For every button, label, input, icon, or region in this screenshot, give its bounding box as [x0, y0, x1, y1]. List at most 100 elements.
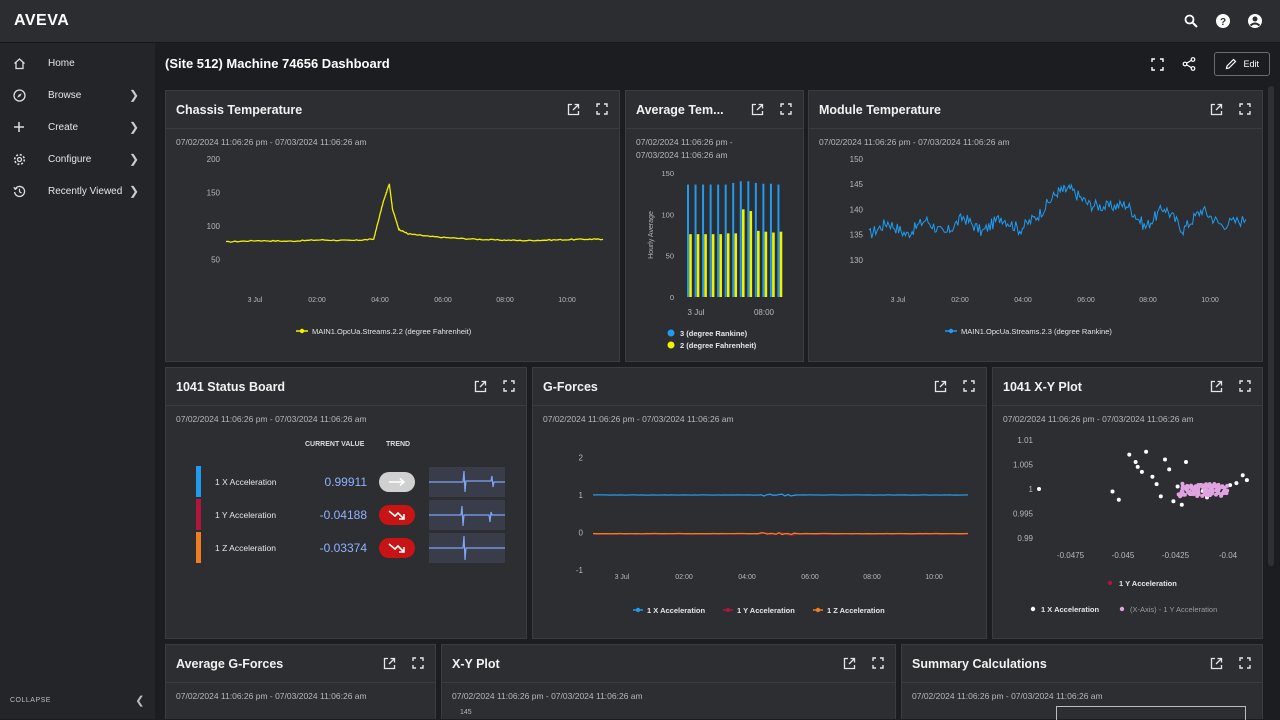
card-module-temperature: Module Temperature 07/02/2024 11:06:26 p… [808, 90, 1263, 362]
y-tick-label: 0 [670, 293, 674, 302]
card-status-board: 1041 Status Board 07/02/2024 11:06:26 pm… [165, 367, 527, 639]
expand-icon[interactable] [596, 103, 609, 116]
scatter-point [1221, 491, 1226, 496]
bar [704, 234, 707, 297]
card-title: 1041 Status Board [176, 379, 286, 394]
y-tick-label: 150 [850, 155, 864, 164]
scrollbar[interactable] [1268, 86, 1274, 566]
legend-marker [815, 607, 821, 613]
y-tick-label: 100 [207, 222, 221, 231]
card-1041-xy-plot: 1041 X-Y Plot 07/02/2024 11:06:26 pm - 0… [992, 367, 1263, 639]
y-tick-label: -1 [576, 566, 584, 575]
status-label: 1 Z Acceleration [215, 542, 276, 553]
account-icon[interactable] [1246, 12, 1264, 30]
summary-table-frame [1056, 706, 1246, 720]
scatter-point [1037, 487, 1041, 491]
legend-marker [667, 341, 675, 349]
x-tick-label: 06:00 [801, 574, 819, 581]
collapse-button[interactable]: COLLAPSE ❮ [10, 694, 145, 707]
date-range: 07/02/2024 11:06:26 pm - 07/03/2024 11:0… [176, 691, 367, 701]
sidebar-item-recently-viewed[interactable]: Recently Viewed ❯ [0, 175, 155, 207]
sidebar-item-home[interactable]: Home [0, 47, 155, 79]
open-external-icon[interactable] [383, 657, 396, 670]
bar [689, 234, 692, 297]
date-range: 07/02/2024 11:06:26 pm - 07/03/2024 11:0… [176, 137, 367, 147]
x-tick-label: 08:00 [496, 297, 514, 304]
series-line [592, 531, 969, 536]
sidebar: Home Browse ❯ Create ❯ Configure ❯ Recen… [0, 43, 155, 719]
open-external-icon[interactable] [751, 103, 764, 116]
scatter-point [1179, 491, 1184, 496]
chevron-right-icon: ❯ [128, 184, 139, 198]
expand-icon[interactable] [1239, 657, 1252, 670]
y-tick-label: 50 [666, 252, 674, 261]
chassis-temperature-chart: 200 150 100 50 3 Jul 02:00 04:00 06:00 08:00 10:0… [207, 155, 604, 336]
open-external-icon[interactable] [1210, 380, 1223, 393]
x-tick-label: -0.045 [1112, 551, 1135, 560]
sidebar-item-create[interactable]: Create ❯ [0, 111, 155, 143]
legend-label: MAIN1.OpcUa.Streams.2.3 (degree Rankine) [961, 327, 1112, 336]
share-icon[interactable] [1182, 57, 1196, 71]
bar [719, 234, 722, 297]
scatter-point [1139, 469, 1144, 474]
open-external-icon[interactable] [567, 103, 580, 116]
edit-button[interactable]: Edit [1214, 52, 1270, 76]
chevron-left-icon: ❮ [135, 695, 145, 707]
series-line [868, 183, 1247, 239]
y-tick-label: 1.01 [1017, 436, 1033, 445]
help-icon[interactable]: ? [1214, 12, 1232, 30]
trend-flat-icon [379, 471, 415, 492]
sidebar-item-configure[interactable]: Configure ❯ [0, 143, 155, 175]
y-tick-label: 150 [661, 169, 674, 178]
bar [734, 233, 738, 297]
date-range: 07/02/2024 11:06:26 pm - 07/03/2024 11:0… [1003, 414, 1194, 424]
card-title: 1041 X-Y Plot [1003, 379, 1082, 394]
expand-icon[interactable] [872, 657, 885, 670]
y-tick-label: 0.99 [1017, 534, 1033, 543]
plus-icon [10, 121, 28, 133]
trend-down-icon [379, 504, 415, 525]
scatter-point [1219, 493, 1224, 498]
expand-icon[interactable] [1239, 380, 1252, 393]
card-average-temperature: Average Tem... 07/02/2024 11:06:26 pm - … [625, 90, 804, 362]
open-external-icon[interactable] [1210, 103, 1223, 116]
y-tick-label: 1 [579, 491, 584, 500]
expand-icon[interactable] [1239, 103, 1252, 116]
scatter-point [1234, 481, 1239, 486]
card-g-forces: G-Forces 07/02/2024 11:06:26 pm - 07/03/… [532, 367, 987, 639]
expand-icon[interactable] [963, 380, 976, 393]
y-tick-label: 100 [661, 210, 674, 219]
scatter-point [1215, 484, 1220, 489]
bar [717, 184, 720, 297]
sidebar-item-browse[interactable]: Browse ❯ [0, 79, 155, 111]
card-title: G-Forces [543, 379, 598, 394]
date-range-line: 07/03/2024 11:06:26 am [636, 150, 728, 160]
open-external-icon[interactable] [843, 657, 856, 670]
expand-icon[interactable] [412, 657, 425, 670]
open-external-icon[interactable] [474, 380, 487, 393]
expand-icon[interactable] [780, 103, 793, 116]
bar [762, 183, 765, 297]
open-external-icon[interactable] [934, 380, 947, 393]
legend-label: (X-Axis) - 1 Y Acceleration [1130, 605, 1217, 614]
x-tick-label: 3 Jul [248, 297, 263, 304]
y-tick-label: 145 [460, 709, 472, 716]
sidebar-item-label: Configure [48, 153, 92, 165]
scatter-point [1158, 494, 1163, 499]
expand-icon[interactable] [503, 380, 516, 393]
scatter-point [1208, 483, 1213, 488]
x-tick-label: -0.04 [1219, 551, 1238, 560]
open-external-icon[interactable] [1210, 657, 1223, 670]
brand-logo[interactable]: AVEVA [14, 12, 70, 29]
svg-text:?: ? [1220, 17, 1226, 28]
search-icon[interactable] [1182, 12, 1200, 30]
card-average-g-forces: Average G-Forces 07/02/2024 11:06:26 pm … [165, 644, 436, 719]
trend-sparkline [429, 532, 505, 563]
bar [687, 184, 689, 297]
fullscreen-icon[interactable] [1151, 57, 1165, 71]
y-tick-label: 130 [850, 256, 864, 265]
x-tick-label: 08:00 [863, 574, 881, 581]
bar [709, 184, 712, 297]
x-tick-label: 10:00 [558, 297, 576, 304]
x-tick-label: 06:00 [1077, 297, 1095, 304]
